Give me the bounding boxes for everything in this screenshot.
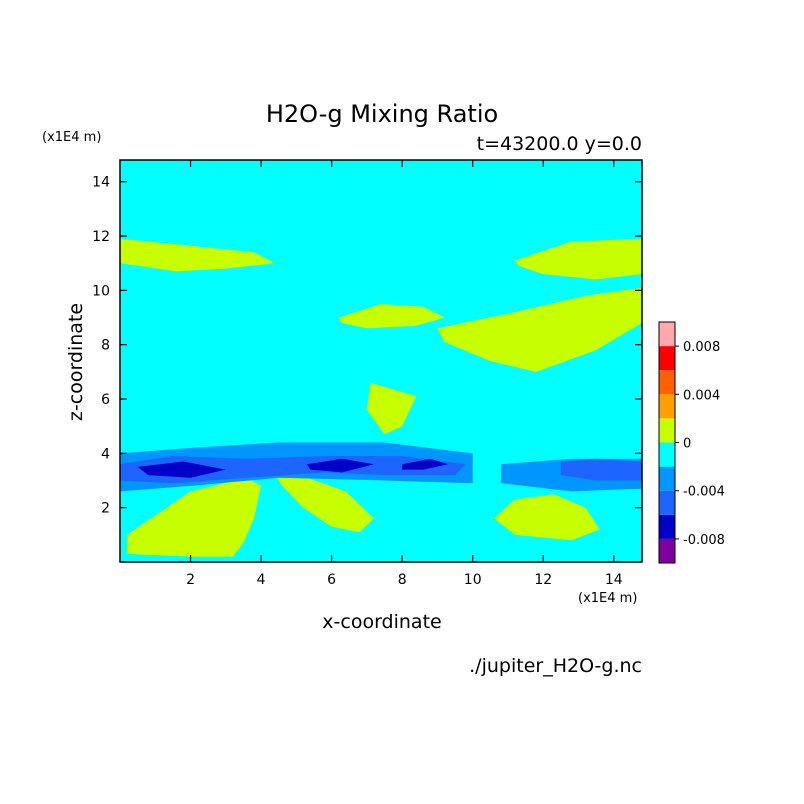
colorbar-tick-label: 0.004 [683,388,720,403]
contour-region-3 [515,238,642,280]
contour-regions [120,238,642,557]
colorbar-swatch [659,442,675,467]
y-axis-label: z-coordinate [65,303,87,421]
contour-region-4 [366,382,417,435]
colorbar-swatch [659,514,675,539]
contour-region-14 [402,458,448,470]
colorbar: 0.008 0.004 0 -0.004 -0.008 [658,321,725,564]
colorbar-tick-label: 0 [683,437,691,452]
colorbar-swatch [659,538,675,563]
x-tick-label: 8 [398,572,407,588]
contour-region-6 [275,475,374,533]
plot-frame [119,159,643,563]
x-axis: 2 4 6 8 10 12 14 [186,160,623,588]
chart-subtitle: t=43200.0 y=0.0 [477,133,642,155]
contour-region-0 [120,238,276,272]
colorbar-tick-label: -0.008 [683,533,725,548]
source-file-label: ./jupiter_H2O-g.nc [469,655,642,677]
contour-region-5 [127,477,262,557]
y-tick-label: 4 [101,446,110,462]
colorbar-tick-label: -0.004 [683,485,725,500]
y-tick-label: 2 [101,501,110,517]
colorbar-swatch [659,370,675,395]
y-tick-label: 8 [101,338,110,354]
x-tick-label: 2 [186,572,195,588]
contour-region-7 [493,494,600,541]
colorbar-tick-label: 0.008 [683,340,720,355]
contour-region-12 [137,461,226,478]
y-axis: 2 4 6 8 10 12 14 [92,175,642,517]
colorbar-swatch [659,322,675,347]
contour-region-10 [120,456,466,484]
x-axis-label: x-coordinate [322,611,441,633]
y-tick-label: 12 [92,229,110,245]
x-tick-label: 4 [257,572,266,588]
colorbar-swatch [659,466,675,491]
x-tick-label: 12 [534,572,552,588]
z-unit-label: (x1E4 m) [42,130,101,145]
y-tick-label: 10 [92,283,110,299]
x-tick-label: 6 [327,572,336,588]
y-tick-label: 6 [101,392,110,408]
colorbar-swatch [659,418,675,443]
contour-region-11 [560,458,642,481]
x-unit-label: (x1E4 m) [578,591,637,606]
chart-title: H2O-g Mixing Ratio [266,100,498,128]
colorbar-swatch [659,490,675,515]
colorbar-swatch [659,394,675,419]
contour-region-1 [338,304,445,329]
x-tick-label: 14 [605,572,623,588]
x-tick-label: 10 [464,572,482,588]
contour-region-2 [437,287,642,372]
contour-region-13 [306,458,374,473]
y-tick-label: 14 [92,175,110,191]
colorbar-swatch [659,346,675,371]
